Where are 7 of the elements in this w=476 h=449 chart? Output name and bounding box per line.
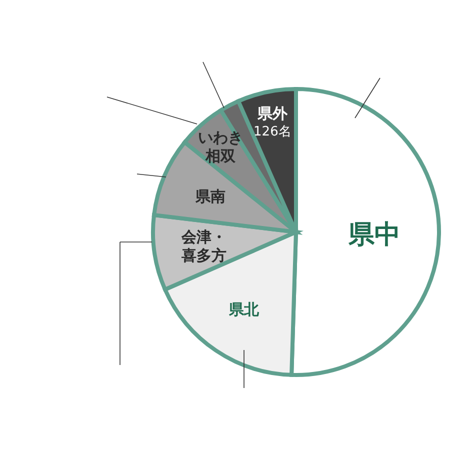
slice-label: 県外 xyxy=(256,104,288,123)
slice-label: いわき相双 xyxy=(198,128,243,166)
slice-label: 会津・喜多方 xyxy=(180,228,227,265)
slice-label: 県南 xyxy=(194,188,226,206)
slice-label: 県中 xyxy=(348,220,401,250)
slice-label: 県北 xyxy=(228,300,260,319)
data-label: 126名 xyxy=(254,124,292,140)
